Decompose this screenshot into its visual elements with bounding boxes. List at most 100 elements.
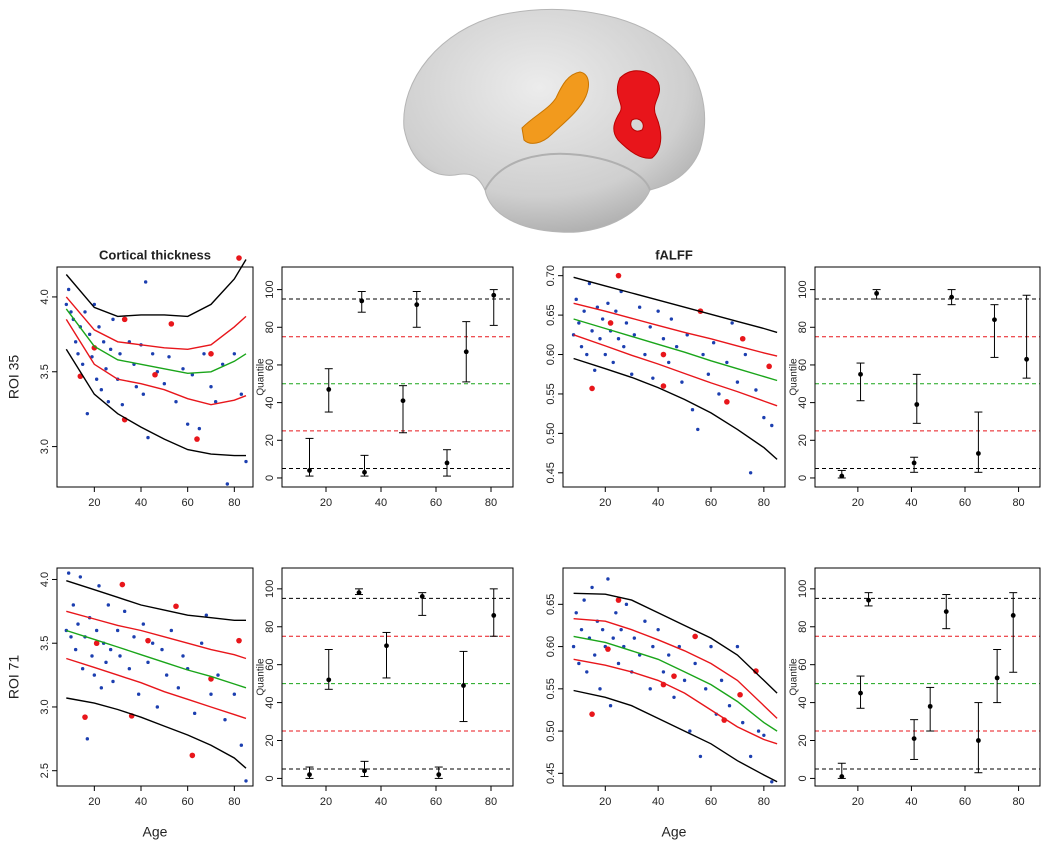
quantile-point [307,772,312,778]
data-point [141,392,146,396]
quantile-point [839,774,845,779]
data-point [743,352,748,357]
data-point [122,609,127,614]
data-point [87,332,92,337]
y-tick-label: 0.55 [545,383,557,404]
data-point [770,780,774,784]
data-point [92,302,97,307]
data-point [741,720,745,725]
data-point [709,644,713,649]
data-point [73,340,78,344]
data-point [127,667,132,671]
data-point [244,779,248,783]
data-point [574,297,578,302]
data-point [571,644,576,649]
data-point [582,598,586,602]
quantile-point [356,590,362,596]
x-tick-label: 60 [705,497,717,509]
y-tick-label: 80 [264,321,276,333]
percentile-curve [66,657,247,720]
y-tick-label: 100 [797,280,809,298]
quantile-point [414,302,420,308]
data-point [185,422,190,426]
x-tick-label: 40 [135,796,147,808]
quantile-point [858,371,863,377]
quantile-point [400,398,406,404]
quantile-point [491,292,497,298]
data-point [239,392,244,396]
data-point [76,622,80,626]
data-point [748,754,753,759]
data-point [648,325,652,329]
data-point [145,637,151,644]
data-point [108,647,113,652]
y-tick-label: 80 [797,321,809,333]
percentile-curve [65,348,246,457]
y-tick-label: 80 [797,621,809,633]
data-point [615,597,622,603]
x-tick-label: 20 [599,796,611,808]
data-point [146,660,150,665]
data-point [661,670,666,674]
y-tick-label: 0.45 [545,462,557,483]
y-tick-label: 20 [797,434,809,446]
quantile-point [419,594,425,599]
data-point [85,411,90,416]
quantile-point [362,768,367,774]
data-point [73,647,78,652]
data-point [677,644,681,649]
y-tick-label: 100 [264,280,276,298]
data-point [189,752,196,759]
y-tick-label: 2.5 [39,763,51,778]
data-point [197,426,202,431]
percentile-curve [573,658,778,745]
y-tick-label: 40 [264,396,276,408]
percentile-curve [573,318,778,382]
data-point [223,718,227,722]
data-point [674,344,679,349]
data-point [150,352,155,356]
data-point [164,673,169,677]
data-point [119,581,126,588]
data-point [706,372,711,376]
quantile-point [911,736,917,742]
y-tick-label: 0.45 [545,763,557,784]
data-point [611,360,615,365]
data-point [698,754,703,759]
quantile-point [362,469,367,475]
y-tick-label: 40 [797,396,809,408]
data-point [111,317,115,322]
data-point [104,660,108,665]
quantile-point [911,460,917,466]
plot-frame [562,567,786,787]
data-point [225,482,230,486]
percentile-curve [573,334,778,407]
y-axis-label: ROI 35 [6,355,22,400]
data-point [69,310,73,314]
y-axis-label: Quantile [256,358,267,396]
data-point [173,603,179,610]
data-point [574,611,578,615]
data-point [593,368,597,372]
x-tick-label: 80 [228,497,240,509]
data-point [762,733,766,738]
y-tick-label: 40 [264,696,276,708]
data-point [146,435,150,440]
x-tick-label: 40 [375,796,387,808]
data-point [672,695,676,699]
data-point [152,371,158,378]
panel: 20 40 60 80 0.45 0.50 0.55 0.60 0.65 Age [545,567,786,840]
percentile-curve [65,308,247,375]
data-point [669,317,674,321]
percentile-curve [573,635,778,732]
x-tick-label: 20 [852,497,864,509]
x-tick-label: 40 [905,796,917,808]
y-tick-label: 60 [797,359,809,371]
data-point [667,360,671,365]
x-tick-label: 40 [905,497,917,509]
quantile-point [326,677,332,683]
data-point [643,619,647,623]
data-point [85,737,90,741]
data-point [239,743,244,747]
data-point [118,654,122,658]
